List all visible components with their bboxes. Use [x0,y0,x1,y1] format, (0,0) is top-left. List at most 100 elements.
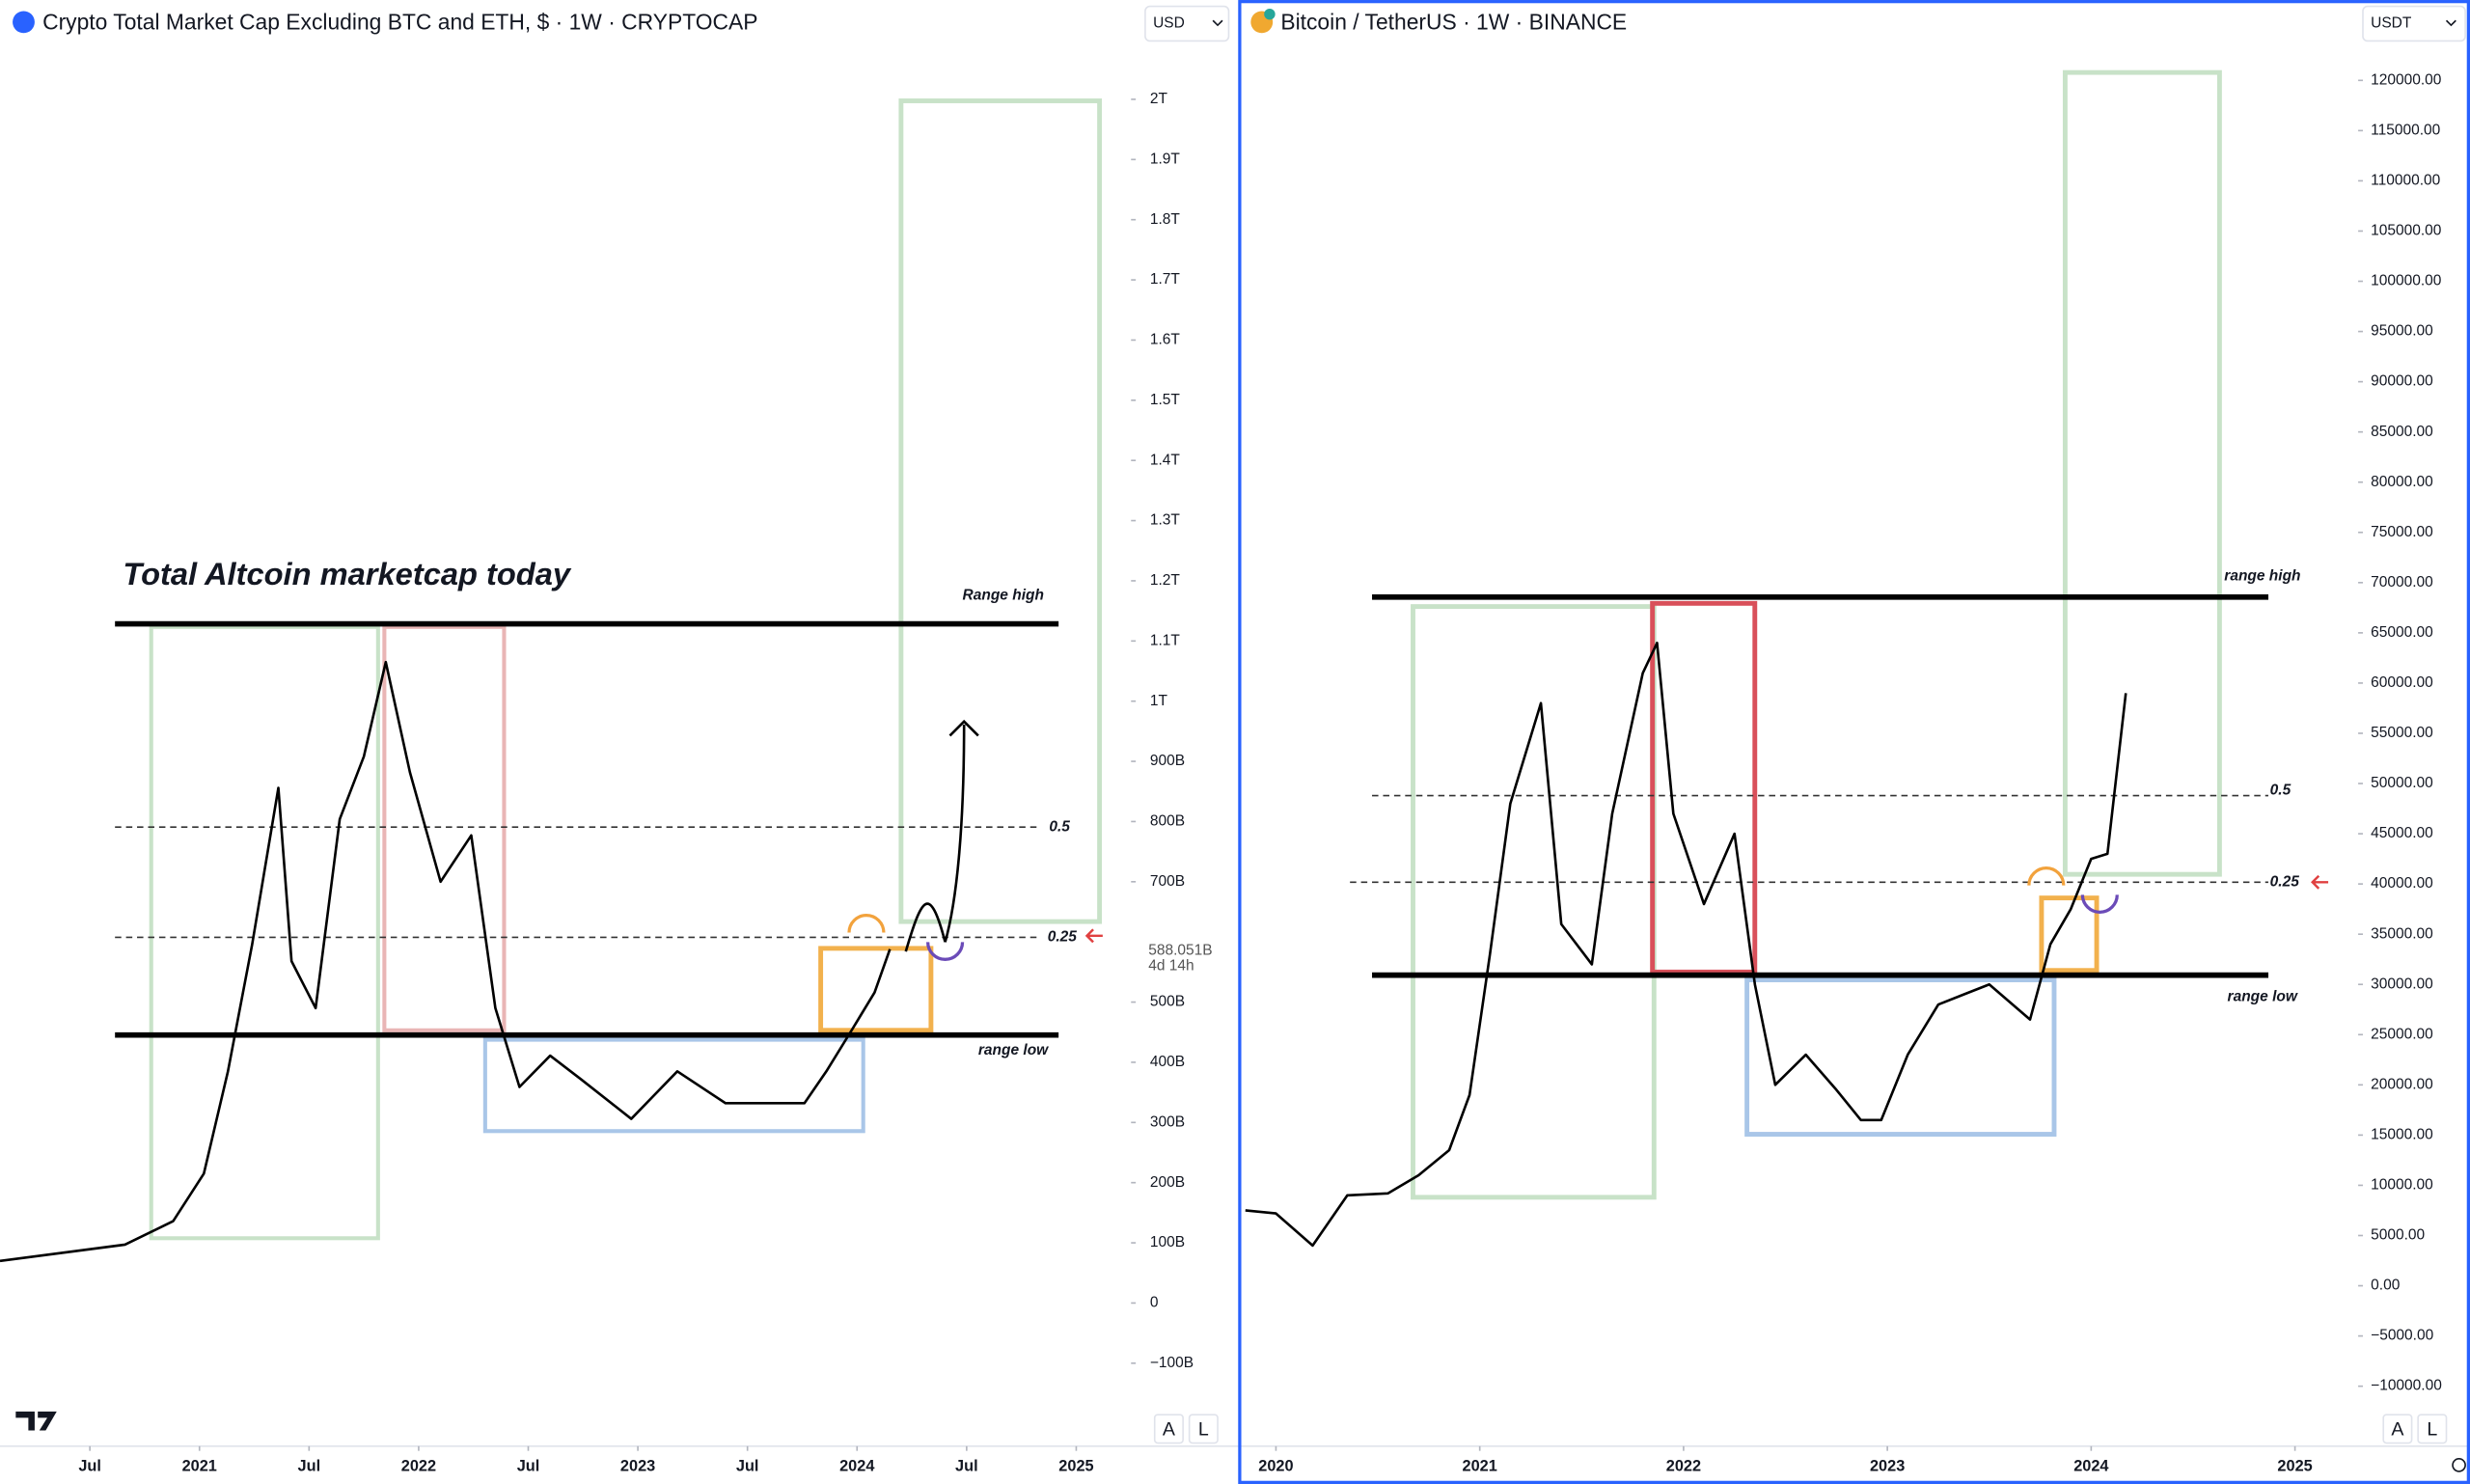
y-tick-label: 900B [1150,753,1185,769]
y-tick-label: 15000.00 [2371,1126,2433,1142]
y-tick-label: 1.9T [1150,151,1181,167]
y-tick-label: 400B [1150,1054,1185,1070]
y-tick-label: 40000.00 [2371,875,2433,892]
tradingview-logo [15,1411,57,1431]
orange-box [2039,895,2100,974]
y-tick-label: 1.4T [1150,452,1181,468]
annotation: 0.25 [1048,929,1078,946]
y-tick-label: 10000.00 [2371,1177,2433,1194]
y-tick-label: 500B [1150,994,1185,1010]
x-tick-label: Jul [298,1457,321,1474]
x-tick-label: 2025 [1058,1457,1093,1474]
left-drawings [115,98,1103,1241]
y-tick-label: −10000.00 [2371,1378,2442,1394]
y-tick-label: 75000.00 [2371,524,2433,540]
y-tick-label: 50000.00 [2371,775,2433,791]
log-scale-button[interactable] [2417,1414,2448,1444]
annotation: range low [978,1042,1049,1058]
x-tick-label: 2021 [1463,1457,1497,1474]
y-tick-label: 105000.00 [2371,223,2442,239]
y-tick-label: 1.6T [1150,332,1181,348]
chart-title: Bitcoin / TetherUS · 1W · BINANCE [1280,10,1627,35]
annotation: 0.5 [2270,783,2292,799]
red-arrow [2311,874,2329,890]
symbol-logo [1264,9,1276,20]
x-tick-label: 2025 [2277,1457,2312,1474]
last-price-label: 588.051B [1148,942,1212,958]
arc [2080,894,2119,914]
y-tick-label: 1.2T [1150,572,1181,589]
active-pane-border [1238,0,2470,1484]
y-tick-label: 115000.00 [2371,122,2440,138]
y-tick-label: 2T [1150,91,1168,107]
caret [1212,19,1223,27]
symbol-logo [13,11,35,34]
annotation: Range high [963,587,1044,603]
x-tick-label: 2023 [1870,1457,1905,1474]
y-tick-label: 35000.00 [2371,925,2433,942]
currency-label: USD [1153,15,1185,32]
y-tick-label: −5000.00 [2371,1328,2433,1344]
currency-select[interactable] [2362,5,2466,42]
y-tick-label: 1.1T [1150,632,1181,648]
x-tick-label: Jul [78,1457,101,1474]
y-tick-label: 25000.00 [2371,1026,2433,1042]
y-tick-label: 85000.00 [2371,424,2433,440]
arc [2027,866,2066,886]
y-tick-label: 1.5T [1150,392,1181,408]
countdown-label: 4d 14h [1148,958,1194,975]
y-tick-label: 20000.00 [2371,1076,2433,1092]
y-tick-label: −100B [1150,1355,1194,1371]
auto-scale-button[interactable] [1153,1414,1184,1444]
green-box [149,624,380,1241]
y-tick-label: 80000.00 [2371,474,2433,490]
currency-label: USDT [2371,15,2412,32]
target-box [2062,69,2222,877]
y-tick-label: 0 [1150,1295,1159,1311]
y-tick-label: 700B [1150,873,1185,890]
arc [847,913,886,933]
y-tick-label: 95000.00 [2371,323,2433,340]
annotation: 0.25 [2270,873,2300,890]
red-box [382,624,507,1032]
auto-scale-button[interactable] [2382,1414,2413,1444]
log-scale-button[interactable] [1188,1414,1219,1444]
x-tick-label: 2022 [1666,1457,1701,1474]
y-tick-label: 70000.00 [2371,574,2433,591]
red-box [1650,600,1758,975]
button-label: L [1198,1419,1209,1441]
annotation: range high [2224,568,2300,585]
price-line [1245,641,2127,1248]
x-tick-label: 2020 [1258,1457,1293,1474]
right-drawings [1350,69,2329,1200]
y-tick-label: 5000.00 [2371,1227,2425,1244]
y-tick-label: 300B [1150,1113,1185,1130]
red-arrow [1084,928,1103,944]
y-tick-label: 100B [1150,1234,1185,1250]
settings-icon[interactable] [2452,1458,2466,1472]
button-label: A [2391,1419,2404,1441]
y-tick-label: 800B [1150,813,1185,830]
y-tick-label: 60000.00 [2371,674,2433,691]
currency-select[interactable] [1144,5,1230,42]
annotation: range low [2228,989,2298,1005]
y-tick-label: 45000.00 [2371,825,2433,841]
y-tick-label: 1.3T [1150,512,1181,529]
target-box [898,98,1103,924]
y-tick-label: 1T [1150,693,1168,709]
orange-box [818,946,934,1033]
x-tick-label: Jul [955,1457,978,1474]
x-tick-label: 2024 [2073,1457,2108,1474]
button-label: A [1163,1419,1176,1441]
y-tick-label: 0.00 [2371,1278,2401,1294]
annotation: 0.5 [1049,818,1070,835]
blue-box [482,1037,865,1134]
price-line [0,660,892,1263]
y-tick-label: 55000.00 [2371,725,2433,741]
y-tick-label: 200B [1150,1174,1185,1191]
headline: Total Altcoin marketcap today [123,556,572,591]
y-tick-label: 120000.00 [2371,71,2442,88]
caret [2445,19,2456,27]
x-tick-label: 2024 [839,1457,874,1474]
